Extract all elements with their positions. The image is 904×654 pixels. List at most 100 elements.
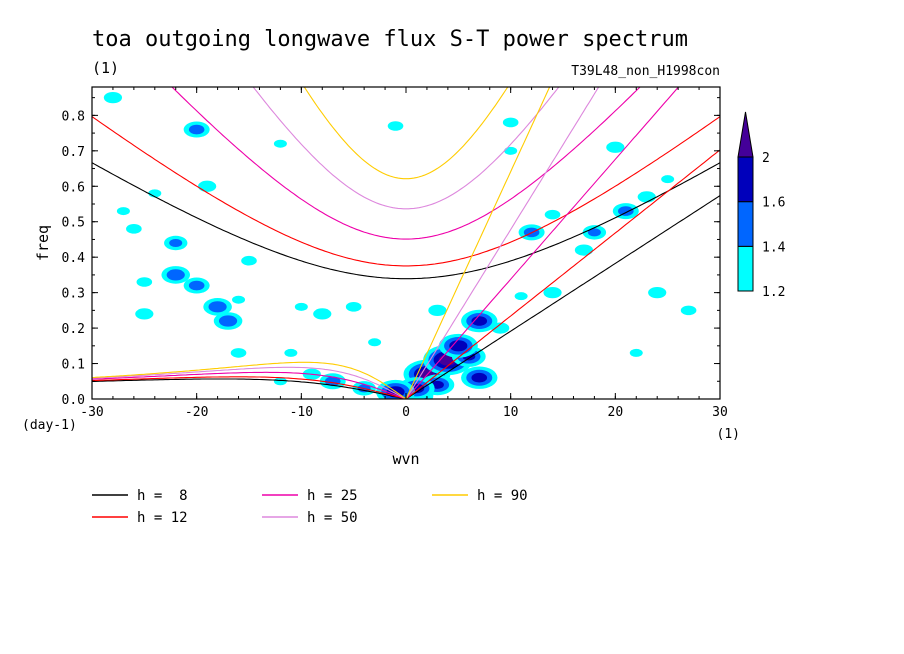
colorbar-label: 2 (762, 151, 770, 166)
colorbar-segment (737, 245, 754, 292)
contour-blob (544, 209, 561, 220)
legend-label: h = 50 (307, 510, 358, 526)
subtitle-experiment: T39L48_non_H1998con (571, 64, 720, 79)
colorbar-label: 1.2 (762, 285, 785, 300)
contour-blob (313, 308, 332, 320)
contour-blob (637, 191, 656, 203)
y-tick-label: 0.6 (62, 180, 85, 195)
contour-blob (169, 239, 183, 247)
contour-fill (103, 92, 697, 399)
y-tick-label: 0.0 (62, 393, 85, 408)
contour-blob (166, 269, 185, 281)
legend: h = 8 h = 12 h = 25 h = 50 h = 90 (92, 488, 528, 526)
x-tick-label: -20 (185, 405, 208, 420)
contour-blob (188, 124, 205, 135)
dispersion-curves (92, 87, 720, 399)
dispersion-curve (92, 366, 407, 399)
contour-blob (680, 305, 697, 316)
y-axis-label: freq (34, 225, 52, 261)
dispersion-curve (405, 87, 600, 399)
contour-blob (502, 117, 519, 128)
contour-blob (208, 301, 227, 313)
contour-blob (618, 206, 634, 216)
x-axis-label: wvn (392, 450, 419, 468)
contour-blob (188, 280, 205, 291)
dispersion-curve (92, 378, 407, 399)
y-tick-label: 0.8 (62, 109, 85, 124)
contour-blob (241, 255, 257, 266)
contour-blob (661, 175, 675, 184)
colorbar-triangle (737, 111, 754, 158)
x-tick-label: -10 (290, 405, 313, 420)
contour-blob (629, 348, 643, 357)
contour-blob (135, 308, 154, 320)
colorbar: 1.2 1.4 1.6 2 (737, 111, 786, 300)
legend-label: h = 12 (137, 510, 188, 526)
contour-blob (574, 244, 594, 256)
x-tick-label: 0 (402, 405, 410, 420)
legend-label: h = 8 (137, 488, 188, 504)
y-tick-label: 0.5 (62, 216, 85, 231)
x-tick-label: 30 (712, 405, 728, 420)
contour-blob (230, 348, 247, 358)
contour-blob (218, 315, 238, 327)
x-unit-label: (1) (717, 427, 740, 442)
y-tick-label: 0.1 (62, 358, 85, 373)
y-unit-label: (day-1) (22, 418, 77, 433)
dispersion-curve (405, 87, 680, 399)
contour-blob (232, 295, 246, 304)
y-tick-label: 0.4 (62, 251, 86, 266)
dispersion-curve (92, 116, 720, 267)
x-tick-label: 10 (503, 405, 519, 420)
dispersion-curve (405, 87, 551, 399)
dispersion-curve (92, 371, 407, 399)
dispersion-curve (171, 87, 641, 240)
contour-blob (294, 302, 308, 311)
dispersion-curve (252, 87, 560, 210)
contour-blob (345, 302, 362, 312)
contour-blob (387, 121, 404, 131)
y-tick-label: 0.2 (62, 322, 85, 337)
contour-blob (126, 224, 142, 234)
y-tick-label: 0.3 (62, 287, 85, 302)
contour-blob (136, 277, 153, 287)
legend-label: h = 25 (307, 488, 358, 504)
dispersion-curve (92, 162, 720, 280)
y-axis: 0.0 0.1 0.2 0.3 0.4 0.5 0.6 0.7 0.8 (62, 97, 720, 408)
contour-blob (284, 348, 298, 357)
contour-blob (273, 139, 287, 148)
contour-blob (198, 180, 217, 192)
dispersion-curve (92, 361, 407, 399)
colorbar-label: 1.4 (762, 240, 786, 255)
contour-blob (103, 92, 123, 104)
contour-blob (648, 287, 667, 299)
contour-blob (606, 141, 625, 153)
colorbar-segment (737, 156, 754, 203)
contour-blob (368, 338, 382, 347)
colorbar-label: 1.6 (762, 196, 785, 211)
contour-blob (504, 146, 518, 155)
x-tick-label: -30 (80, 405, 103, 420)
contour-blob (491, 322, 510, 334)
subtitle-unit: (1) (92, 59, 119, 77)
contour-blob (116, 207, 130, 216)
y-tick-label: 0.7 (62, 145, 85, 160)
contour-blob (587, 228, 601, 237)
contour-blob (471, 372, 488, 383)
colorbar-segment (737, 201, 754, 247)
x-axis: -30 -20 -10 0 10 20 30 (80, 87, 728, 420)
dispersion-curve (303, 87, 509, 180)
dispersion-curve (405, 149, 720, 399)
legend-label: h = 90 (477, 488, 528, 504)
x-tick-label: 20 (608, 405, 624, 420)
contour-blob (514, 292, 528, 301)
contour-blob (428, 304, 447, 316)
chart-title: toa outgoing longwave flux S-T power spe… (92, 27, 688, 52)
contour-blob (273, 377, 287, 386)
contour-blob (543, 287, 562, 299)
contour-blob (471, 316, 488, 326)
dispersion-curve (92, 376, 407, 399)
contour-blob (449, 340, 468, 352)
dispersion-curve (405, 195, 720, 399)
